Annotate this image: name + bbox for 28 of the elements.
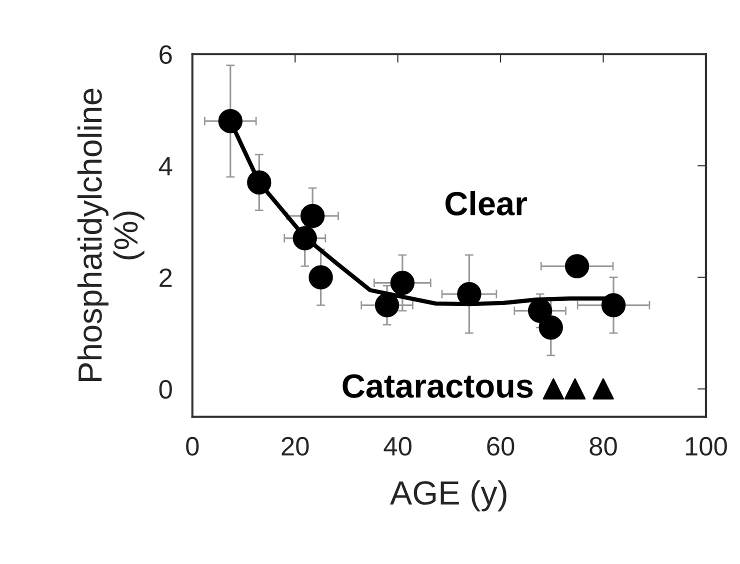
x-tick-label: 40 — [384, 436, 412, 456]
point — [218, 109, 242, 134]
x-tick-label: 20 — [282, 436, 309, 456]
series-label: Cataractous — [342, 374, 533, 398]
point — [457, 282, 482, 306]
point — [542, 378, 564, 400]
y-axis-title: Phosphatidylcholine (%) — [77, 88, 144, 381]
y-tick-label: 0 — [159, 380, 172, 399]
point — [592, 378, 614, 400]
point — [374, 293, 400, 318]
point — [300, 204, 325, 228]
y-tick-label: 2 — [160, 268, 172, 287]
point — [564, 254, 590, 278]
y-tick-label: 4 — [158, 157, 172, 176]
point — [390, 270, 415, 295]
x-tick-label: 80 — [590, 436, 617, 456]
point — [247, 170, 272, 195]
series-label: Clear — [445, 190, 527, 216]
x-tick-label: 0 — [186, 436, 199, 456]
point — [601, 293, 626, 318]
x-axis-title: AGE (y) — [390, 480, 506, 512]
y-tick-label: 6 — [160, 45, 172, 64]
x-tick-label: 60 — [487, 436, 514, 456]
point — [292, 226, 317, 250]
x-tick-label: 100 — [686, 436, 727, 456]
point — [538, 315, 563, 340]
point — [564, 378, 586, 400]
point — [308, 265, 333, 290]
